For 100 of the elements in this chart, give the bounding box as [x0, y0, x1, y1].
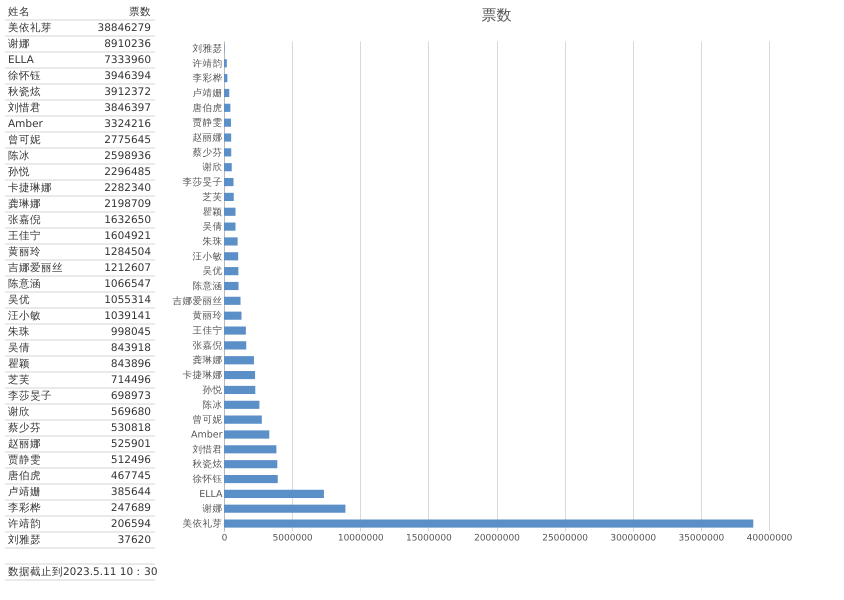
bar — [224, 163, 232, 172]
data-label: 3846397 — [104, 102, 151, 114]
data-label: 467745 — [110, 470, 151, 482]
category-label: 汪小敏 — [8, 309, 41, 322]
y-tick-label: 卡捷琳娜 — [182, 369, 222, 382]
y-tick-label: 卢靖姗 — [192, 86, 222, 99]
y-tick-label: 张嘉倪 — [192, 339, 222, 352]
bar — [224, 416, 262, 424]
category-label: 美依礼芽 — [8, 21, 52, 34]
bar — [224, 474, 278, 484]
category-label: 卡捷琳娜 — [8, 181, 52, 194]
y-tick-label: 唐伯虎 — [192, 102, 222, 114]
y-tick-label: 吉娜爱丽丝 — [172, 294, 222, 307]
data-label: 530818 — [110, 422, 151, 434]
bar — [224, 178, 234, 186]
data-label: 1039141 — [104, 310, 151, 322]
data-label: 385644 — [110, 486, 152, 498]
category-label: 赵丽娜 — [8, 438, 41, 450]
bar — [224, 312, 242, 320]
bar — [224, 222, 236, 231]
data-label: 247689 — [110, 502, 151, 514]
y-tick-label: 王佳宁 — [192, 324, 222, 337]
category-label: 龚琳娜 — [8, 197, 41, 210]
y-tick-label: Amber — [190, 429, 223, 440]
data-label: 843896 — [110, 358, 152, 370]
bar — [224, 341, 246, 350]
category-label: 贾静雯 — [8, 454, 41, 466]
bar — [224, 118, 231, 127]
y-tick-label: 谢娜 — [202, 502, 222, 515]
category-label: Amber — [8, 118, 44, 130]
bar — [224, 59, 227, 68]
data-label: 1632650 — [104, 214, 151, 226]
bar — [224, 490, 324, 498]
x-tick-label: 0 — [222, 534, 228, 544]
bar — [224, 519, 754, 528]
data-label: 698973 — [110, 390, 151, 402]
y-tick-label: 许靖韵 — [192, 57, 222, 70]
data-label: 843918 — [110, 342, 151, 354]
y-tick-label: 李莎旻子 — [182, 176, 222, 188]
category-label: 吉娜爱丽丝 — [8, 261, 63, 274]
data-label: 2282340 — [104, 182, 151, 194]
category-label: 芝芙 — [8, 373, 30, 386]
y-tick-label: 陈冰 — [202, 398, 222, 411]
bar — [224, 460, 278, 468]
text: 数据截止到2023.5.11 10：30 — [8, 565, 158, 578]
data-label: 37620 — [118, 534, 151, 546]
data-label: 2775645 — [104, 134, 151, 146]
category-label: 秋瓷炫 — [8, 85, 41, 98]
y-tick-label: 贾静雯 — [192, 116, 222, 129]
chart-title: 票数 — [482, 6, 512, 24]
data-label: 1055314 — [104, 294, 152, 306]
category-label: ELLA — [8, 54, 35, 66]
bar — [224, 133, 232, 142]
bar — [224, 504, 346, 513]
x-tick-label: 20000000 — [474, 534, 520, 544]
data-label: 1604921 — [104, 230, 151, 242]
category-label: 李彩桦 — [8, 501, 41, 514]
bar — [224, 148, 232, 156]
data-label: 38846279 — [98, 22, 151, 34]
data-label: 3324216 — [104, 118, 152, 130]
bar — [224, 356, 254, 364]
data-label: 3912372 — [104, 86, 151, 98]
data-label: 714496 — [110, 374, 152, 386]
data-label: 3946394 — [104, 70, 152, 82]
bar — [224, 88, 230, 98]
y-tick-label: 曾可妮 — [192, 414, 222, 426]
category-label: 许靖韵 — [8, 517, 41, 530]
bar — [224, 237, 238, 246]
bar — [224, 282, 239, 290]
category-label: 陈意涵 — [8, 277, 41, 290]
data-label: 2198709 — [104, 198, 151, 210]
y-tick-label: 孙悦 — [202, 384, 222, 396]
bar — [224, 400, 260, 409]
category-label: 黄丽玲 — [8, 245, 41, 258]
y-tick-label: 陈意涵 — [192, 280, 222, 292]
y-tick-label: 龚琳娜 — [192, 354, 222, 366]
data-label: 1212607 — [104, 262, 151, 274]
category-label: 刘雅瑟 — [8, 533, 41, 546]
y-tick-label: 瞿颖 — [202, 206, 222, 218]
category-label: 王佳宁 — [8, 229, 41, 242]
data-label: 8910236 — [104, 38, 152, 50]
bar — [224, 371, 256, 380]
x-tick-label: 25000000 — [542, 534, 588, 544]
y-tick-label: 谢欣 — [202, 161, 222, 174]
x-tick-label: 10000000 — [338, 534, 384, 544]
category-label: 曾可妮 — [8, 134, 41, 146]
y-tick-label: 吴倩 — [202, 220, 222, 233]
bar — [224, 430, 270, 439]
y-tick-label: 刘惜君 — [192, 443, 222, 456]
bar — [224, 192, 234, 201]
bar — [224, 386, 256, 394]
x-tick-label: 35000000 — [678, 534, 725, 544]
data-label: 2296485 — [104, 166, 151, 178]
data-label: 2598936 — [104, 150, 152, 162]
data-label: 1066547 — [104, 278, 151, 290]
category-label: 陈冰 — [8, 149, 30, 162]
x-tick-label: 15000000 — [406, 534, 452, 544]
y-tick-label: 芝芙 — [202, 190, 222, 203]
y-tick-label: 李彩桦 — [192, 72, 222, 84]
category-label: 唐伯虎 — [8, 469, 41, 482]
